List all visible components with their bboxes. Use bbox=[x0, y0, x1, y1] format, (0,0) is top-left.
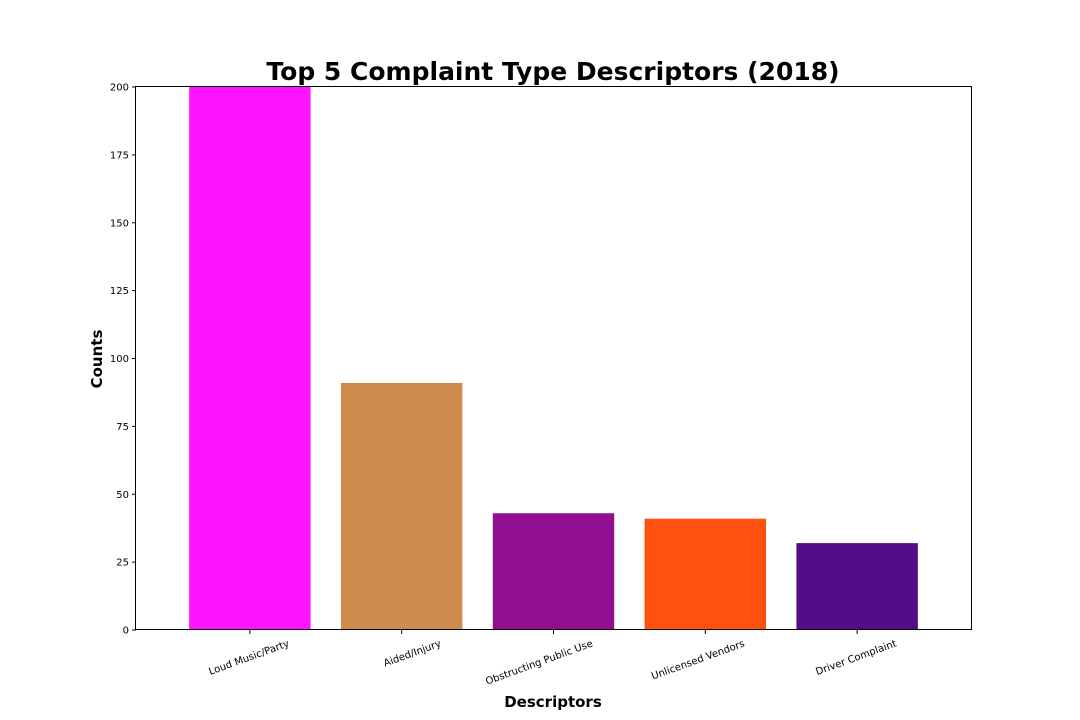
y-tick-label: 150 bbox=[110, 218, 129, 229]
bar-obstructing-public-use bbox=[492, 513, 615, 630]
y-tick-label: 75 bbox=[116, 422, 129, 433]
y-tick-label: 175 bbox=[110, 150, 129, 161]
bar-unlicensed-vendors bbox=[644, 518, 767, 630]
bar-driver-complaint bbox=[796, 543, 918, 630]
y-tick-label: 200 bbox=[110, 83, 129, 94]
y-axis-label: Counts bbox=[88, 330, 106, 389]
chart-title: Top 5 Complaint Type Descriptors (2018) bbox=[266, 57, 839, 86]
x-axis-label: Descriptors bbox=[504, 693, 602, 711]
y-tick-label: 100 bbox=[110, 354, 129, 365]
y-tick-label: 0 bbox=[123, 626, 129, 637]
bar-loud-music-party bbox=[189, 87, 311, 630]
y-tick-label: 25 bbox=[116, 558, 129, 569]
plot-frame bbox=[135, 86, 972, 630]
y-tick-label: 125 bbox=[110, 286, 129, 297]
y-tick-label: 50 bbox=[116, 490, 129, 501]
bar-aided-injury bbox=[340, 382, 463, 630]
bars-group bbox=[189, 87, 918, 630]
